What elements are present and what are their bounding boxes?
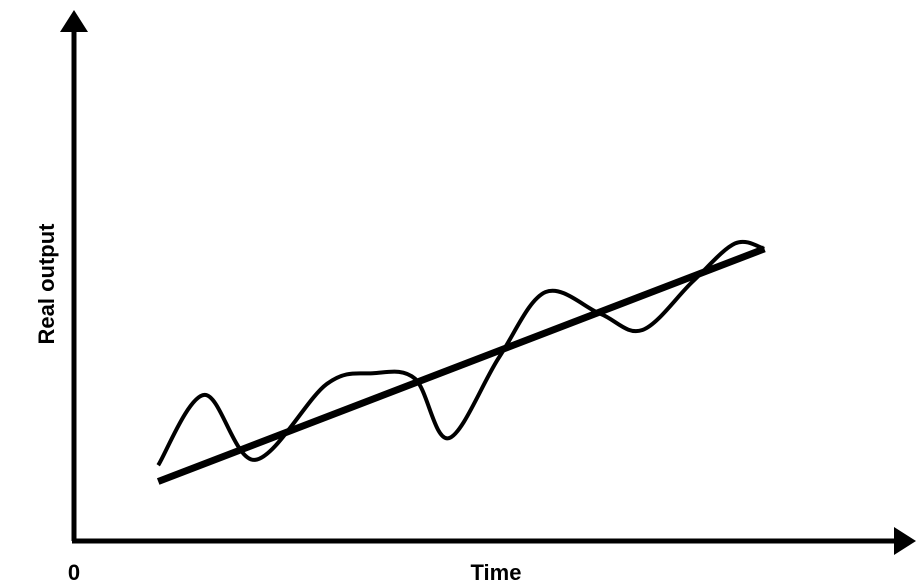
x-axis-arrow-icon [894,527,916,555]
origin-label: 0 [68,560,80,585]
y-axis-label: Real output [34,223,59,345]
x-axis-label: Time [471,560,522,585]
actual-output-line [156,239,766,467]
trend-line [156,245,766,485]
y-axis-arrow-icon [60,10,88,32]
series-layer [156,239,766,485]
